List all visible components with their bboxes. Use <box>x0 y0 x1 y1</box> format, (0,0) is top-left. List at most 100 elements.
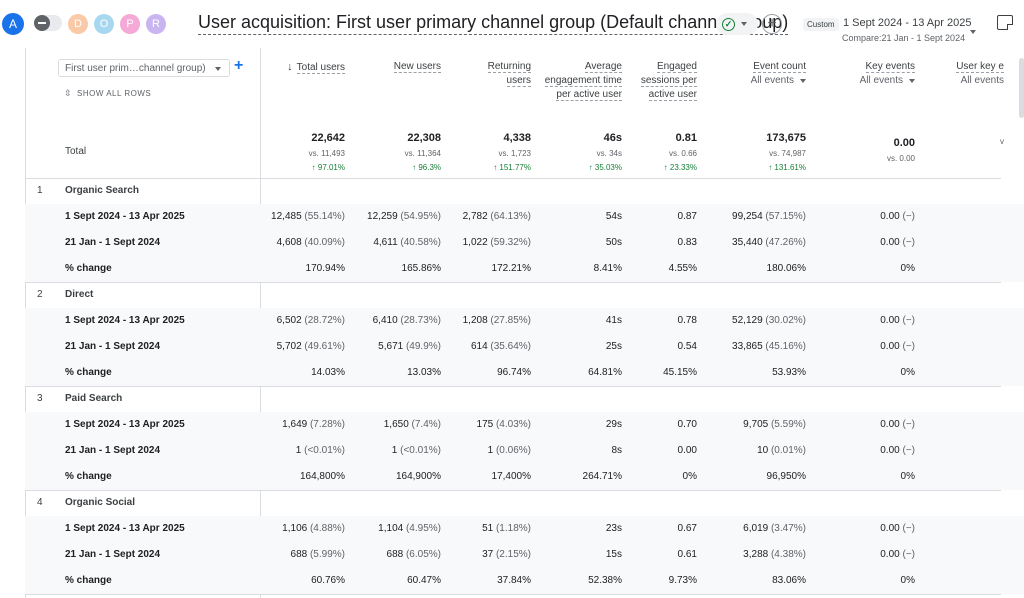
metric-cell: 4.55% <box>633 256 697 282</box>
channel-name[interactable]: Organic Search <box>65 185 139 196</box>
table-row[interactable]: % change 170.94% 165.86% 172.21% 8.41% 4.55% 1… <box>25 256 1024 282</box>
metric-value: 0.00 <box>880 315 900 326</box>
date-dropdown-chevron-icon[interactable] <box>970 30 976 34</box>
metric-value: 8.41% <box>593 263 622 274</box>
comparison-avatar-d[interactable]: D <box>68 14 88 34</box>
metric-value: 23s <box>605 523 622 534</box>
metric-cell: 0.00 (−) <box>825 516 915 542</box>
group-row[interactable]: 4 Organic Social <box>25 490 1024 516</box>
metric-share: (−) <box>899 315 915 326</box>
chevron-down-icon <box>800 79 806 83</box>
table-row[interactable]: 1 Sept 2024 - 13 Apr 2025 1,106 (4.88%) 1,… <box>25 516 1024 542</box>
table-row[interactable]: 1 Sept 2024 - 13 Apr 2025 1,649 (7.28%) 1,… <box>25 412 1024 438</box>
metric-header[interactable]: Average engagement time per active user <box>542 60 622 102</box>
metric-cell: 10 (0.01%) <box>710 438 806 464</box>
metric-value: 37.84% <box>497 575 531 586</box>
metric-cell: 52,129 (30.02%) <box>710 308 806 334</box>
metric-value: 14.03% <box>311 367 345 378</box>
add-dimension-button[interactable]: + <box>234 57 244 74</box>
metric-header[interactable]: New users <box>361 60 441 74</box>
metric-header[interactable]: Event count All events <box>710 60 806 88</box>
table-row[interactable]: % change 14.03% 13.03% 96.74% 64.81% 45.15% 53… <box>25 360 1024 386</box>
total-change: ↑ 23.33% <box>663 163 697 172</box>
event-filter-label: All events <box>859 75 903 86</box>
row-divider <box>25 282 1001 283</box>
metric-header[interactable]: User key e All events <box>938 60 1004 88</box>
metric-value: 0.54 <box>677 341 697 352</box>
metric-cell: 1,649 (7.28%) <box>261 412 345 438</box>
metric-cell: 0.54 <box>633 334 697 360</box>
metric-header[interactable]: Engaged sessions per active user <box>633 60 697 102</box>
metric-value: 165.86% <box>401 263 441 274</box>
group-row[interactable]: 2 Direct <box>25 282 1024 308</box>
date-range[interactable]: 1 Sept 2024 - 13 Apr 2025 <box>843 17 972 29</box>
channel-name[interactable]: Direct <box>65 289 94 300</box>
metric-cell: 0.00 (−) <box>825 230 915 256</box>
total-change: ↑ 35.03% <box>588 163 622 172</box>
event-filter-label: All events <box>960 75 1004 86</box>
dimension-select[interactable]: First user prim…channel group) <box>58 59 230 77</box>
group-row[interactable]: 1 Organic Search <box>25 178 1024 204</box>
metric-value: 35,440 <box>732 237 763 248</box>
horizontal-scrollbar[interactable] <box>1019 58 1024 118</box>
metric-cell: 45.15% <box>633 360 697 386</box>
comparison-avatar-o[interactable]: O <box>94 14 114 34</box>
metric-cell: 0% <box>633 464 697 490</box>
metric-cell: 96.74% <box>461 360 531 386</box>
metric-value: 614 <box>470 341 488 352</box>
metric-value: 0.00 <box>677 445 697 456</box>
event-filter-dropdown[interactable]: All events <box>825 74 915 88</box>
metric-value: 0.61 <box>677 549 697 560</box>
table-row[interactable]: 1 Sept 2024 - 13 Apr 2025 6,502 (28.72%) 6… <box>25 308 1024 334</box>
metric-share: (5.59%) <box>768 419 806 430</box>
table-row[interactable]: 21 Jan - 1 Sept 2024 4,608 (40.09%) 4,611 … <box>25 230 1024 256</box>
total-change: ↑ 97.01% <box>311 163 345 172</box>
metric-value: 170.94% <box>305 263 345 274</box>
table-row[interactable]: 21 Jan - 1 Sept 2024 5,702 (49.61%) 5,671 … <box>25 334 1024 360</box>
metric-cell: 60.47% <box>361 568 441 594</box>
status-dropdown[interactable]: ✓ <box>716 13 758 35</box>
metric-header[interactable]: ↓ Total users <box>261 60 345 75</box>
group-row[interactable]: 3 Paid Search <box>25 386 1024 412</box>
metric-header[interactable]: Key events All events <box>825 60 915 88</box>
channel-name[interactable]: Paid Search <box>65 393 123 404</box>
event-filter-dropdown[interactable]: All events <box>938 74 1004 88</box>
comparison-toggle[interactable] <box>34 15 62 31</box>
metric-header[interactable]: Returning users <box>461 60 531 88</box>
total-label: Total <box>65 146 87 157</box>
metric-value: 4,611 <box>373 237 398 248</box>
comparison-avatar-r[interactable]: R <box>146 14 166 34</box>
event-filter-dropdown[interactable]: All events <box>710 74 806 88</box>
table-row[interactable]: 21 Jan - 1 Sept 2024 1 (<0.01%) 1 (<0.01%)… <box>25 438 1024 464</box>
channel-name[interactable]: Organic Social <box>65 497 136 508</box>
row-label: 21 Jan - 1 Sept 2024 <box>65 549 161 560</box>
metric-share: (−) <box>899 341 915 352</box>
custom-date-chip[interactable]: Custom <box>803 18 839 31</box>
show-all-rows-button[interactable]: ⇳ SHOW ALL ROWS <box>64 88 152 98</box>
total-compare-value: vs. 1,723 <box>498 149 531 158</box>
metric-value: 83.06% <box>772 575 806 586</box>
table-row[interactable]: % change 60.76% 60.47% 37.84% 52.38% 9.73% 83.… <box>25 568 1024 594</box>
row-label: 21 Jan - 1 Sept 2024 <box>65 445 161 456</box>
table-row[interactable]: 21 Jan - 1 Sept 2024 688 (5.99%) 688 (6.05… <box>25 542 1024 568</box>
metric-value: 1,022 <box>462 237 488 248</box>
metric-cell: 53.93% <box>710 360 806 386</box>
metric-share: (7.4%) <box>408 419 441 430</box>
comment-icon[interactable] <box>997 15 1013 30</box>
arrow-down-icon[interactable]: ↓ <box>287 61 293 73</box>
metric-value: 17,400% <box>491 471 531 482</box>
table-row[interactable]: 1 Sept 2024 - 13 Apr 2025 12,485 (55.14%)… <box>25 204 1024 230</box>
add-comparison-button[interactable]: + <box>762 14 782 34</box>
comparison-avatar-p[interactable]: P <box>120 14 140 34</box>
metric-value: 12,485 <box>271 211 302 222</box>
metric-cell: 0% <box>825 464 915 490</box>
chevron-down-icon <box>741 22 747 26</box>
total-compare-value: vs. 11,493 <box>308 149 345 158</box>
metric-cell: 688 (5.99%) <box>261 542 345 568</box>
metric-value: 9.73% <box>668 575 697 586</box>
table-row[interactable]: % change 164,800% 164,900% 17,400% 264.71% 0%… <box>25 464 1024 490</box>
metric-share: (45.16%) <box>762 341 806 352</box>
metric-cell: 0% <box>825 360 915 386</box>
metric-cell: 5,702 (49.61%) <box>261 334 345 360</box>
comparison-avatar-a[interactable]: A <box>2 13 24 35</box>
